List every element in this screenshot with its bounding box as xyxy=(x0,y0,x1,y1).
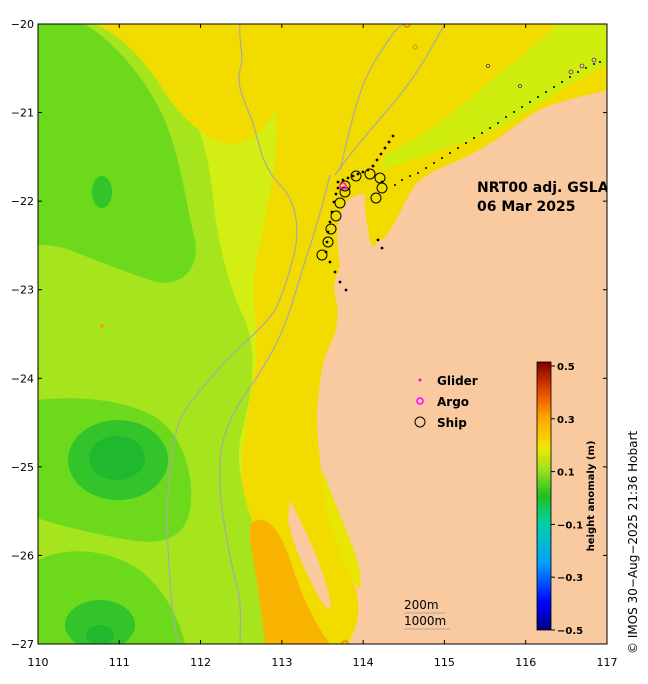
glider-legend-label: Glider xyxy=(437,374,478,388)
glider-marker xyxy=(344,186,348,190)
colorbar-tick-label: −0.1 xyxy=(557,520,583,531)
sea-anomaly-yellow-north xyxy=(95,24,292,144)
x-tick-label: 116 xyxy=(515,656,536,669)
colorbar-tick-label: 0.1 xyxy=(557,468,575,479)
observation-legend: Glider Argo Ship xyxy=(414,374,478,430)
y-tick-label: −20 xyxy=(11,18,34,31)
contour-offshore xyxy=(339,24,406,171)
map-title-date: 06 Mar 2025 xyxy=(477,199,575,215)
plot-frame xyxy=(37,23,608,645)
ship-legend-label: Ship xyxy=(437,416,467,430)
sea-anomaly-darkergreen-core xyxy=(89,436,145,480)
x-tick-label: 111 xyxy=(109,656,130,669)
y-tick-label: −21 xyxy=(11,107,34,120)
colorbar-tick-label: −0.3 xyxy=(557,573,583,584)
x-tick-label: 117 xyxy=(597,656,618,669)
colorbar-tick-label: −0.5 xyxy=(557,626,583,637)
sea-anomaly-darkgreen-small xyxy=(92,176,112,208)
x-tick-label: 112 xyxy=(190,656,211,669)
sea-exmouth-gulf xyxy=(364,195,377,247)
y-tick-label: −26 xyxy=(11,549,34,562)
contour-depth-label-1000: 1000m xyxy=(404,614,446,628)
colorbar-ticks: 0.5 0.3 0.1 −0.1 −0.3 −0.5 xyxy=(551,362,583,637)
contour-depth-label-200: 200m xyxy=(404,598,439,612)
colorbar-tick-label: 0.5 xyxy=(557,362,575,373)
glider-legend-icon xyxy=(418,378,422,382)
credit-text: © IMOS 30−Aug−2025 21:36 Hobart xyxy=(626,431,640,654)
argo-float-marker xyxy=(339,182,347,190)
argo-legend-icon xyxy=(416,397,424,405)
y-tick-label: −27 xyxy=(11,638,34,651)
sea-anomaly-darkgreen-bottom xyxy=(65,600,135,644)
sea-anomaly-green-north xyxy=(38,24,196,283)
ship-legend-icon xyxy=(414,416,426,428)
map-title-product: NRT00 adj. GSLA xyxy=(477,180,609,196)
y-tick-label: −25 xyxy=(11,461,34,474)
x-axis: 110 111 112 113 114 115 116 117 xyxy=(28,24,618,669)
sea-shark-bay xyxy=(322,470,361,590)
map-plot-area: Glider Argo Ship NRT00 adj. GSLA 06 Mar … xyxy=(38,24,609,644)
argo-legend-label: Argo xyxy=(437,395,469,409)
sea-anomaly-darkergreen-bottom xyxy=(86,625,114,644)
sea-coastal-yellowgreen xyxy=(380,24,607,170)
islands xyxy=(486,57,597,88)
y-tick-label: −24 xyxy=(11,372,34,385)
argo-marker-south xyxy=(341,640,349,644)
contour-200m xyxy=(219,174,331,644)
sea-anomaly-orange xyxy=(250,519,330,644)
x-tick-label: 113 xyxy=(271,656,292,669)
contour-coastal xyxy=(334,24,446,176)
colorbar-label: height anomaly (m) xyxy=(586,441,597,552)
y-tick-label: −23 xyxy=(11,284,34,297)
orange-marker-west xyxy=(100,324,104,328)
x-tick-label: 115 xyxy=(434,656,455,669)
argo-marker-north xyxy=(403,24,411,28)
y-tick-label: −22 xyxy=(11,195,34,208)
y-axis: −20 −21 −22 −23 −24 −25 −26 −27 xyxy=(11,18,607,651)
sea-anomaly-green-mid xyxy=(38,280,175,410)
land-peninsula-east xyxy=(318,445,374,585)
contour-1000m xyxy=(166,24,298,644)
colorbar-tick-label: 0.3 xyxy=(557,415,575,426)
x-tick-label: 114 xyxy=(353,656,374,669)
ship-observations xyxy=(316,168,388,261)
colorbar-gradient xyxy=(536,361,552,631)
coastal-reef-dots xyxy=(394,61,601,186)
x-tick-label: 110 xyxy=(28,656,49,669)
argo-marker-north2 xyxy=(412,44,418,50)
colorbar: 0.5 0.3 0.1 −0.1 −0.3 −0.5 height anomaly (m) xyxy=(536,361,597,637)
land-mass xyxy=(317,90,607,644)
land-peninsula-west xyxy=(288,500,331,610)
